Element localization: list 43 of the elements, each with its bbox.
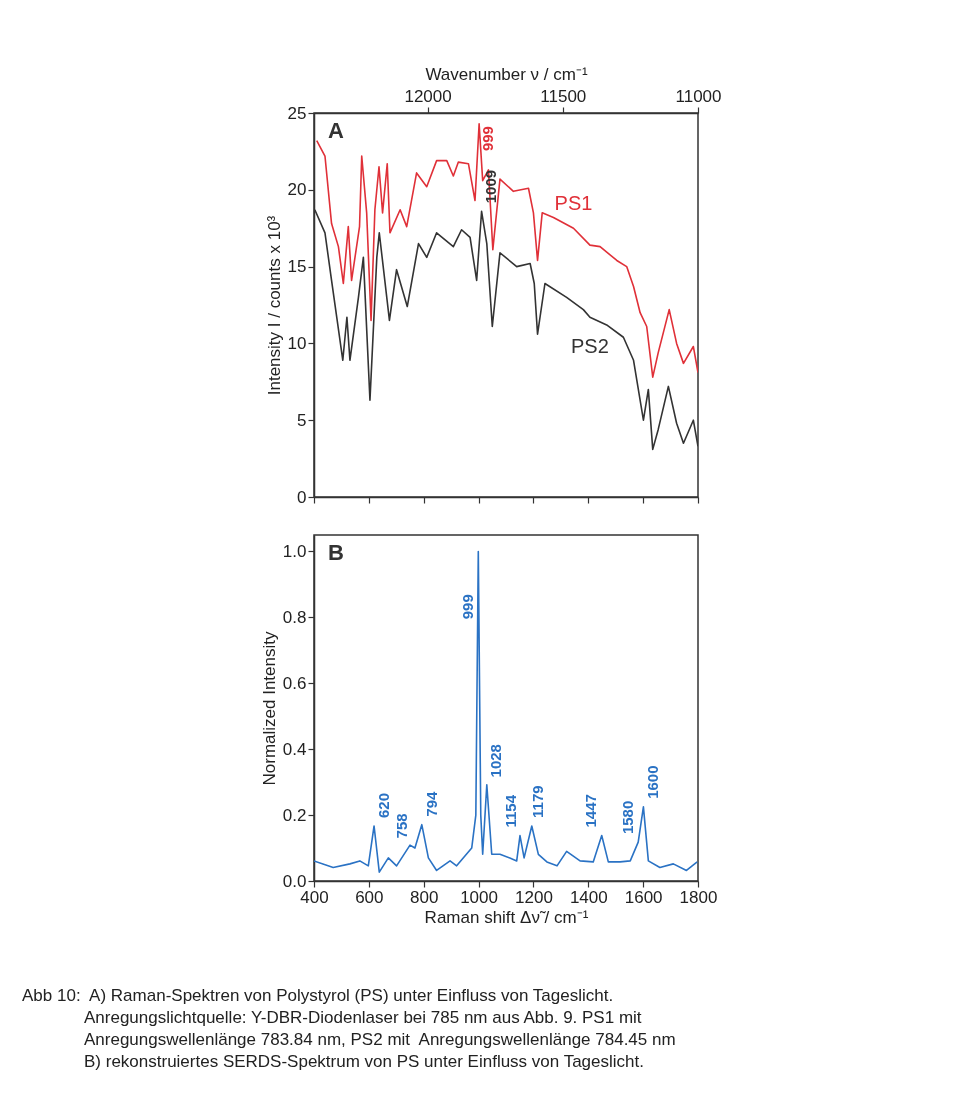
annotation: 1154: [501, 794, 519, 828]
annotation: A: [328, 118, 344, 143]
x-tick-label: 1000: [460, 887, 498, 907]
y-tick-label: 0.8: [282, 607, 307, 627]
y-tick-label: 5: [297, 410, 307, 430]
y-tick-label: 0.4: [282, 739, 307, 759]
annotation: 999: [459, 594, 477, 620]
caption: Abb 10: A) Raman-Spektren von Polystyrol (PS) unter Einfluss von Tageslicht. Anregungslichtquelle: Y-DBR-Diodenlaser bei 785 nm aus Abb. 9. PS1 mit Anregungswellenlänge 783.84 nm, PS2 mit Anregungswellenlänge 784.45 nm B) rekonstruiertes SERDS-Spektrum von PS unter Einfluss von Tageslicht.: [22, 985, 677, 1073]
series-label: PS1: [554, 192, 593, 215]
annotation: 1009: [482, 169, 500, 204]
y-tick-label: 1.0: [282, 541, 307, 561]
series-label: PS2: [571, 335, 609, 358]
annotation: 1600: [644, 765, 662, 799]
x-tick-label: 1400: [569, 887, 608, 907]
x-axis-title: Raman shift Δν̃ / cm⁻¹: [424, 907, 589, 927]
x2-tick-label: 11500: [540, 86, 587, 106]
line-series: [315, 122, 698, 378]
x2-tick-label: 11000: [675, 86, 722, 106]
annotation: 999: [479, 126, 497, 152]
annotation: B: [328, 540, 344, 565]
y-tick-label: 10: [287, 333, 307, 353]
y-tick-label: 25: [287, 103, 307, 123]
y-tick-label: 0: [297, 487, 307, 507]
x-tick-label: 1800: [679, 887, 718, 907]
annotation: 1028: [487, 744, 505, 778]
annotation: 794: [423, 790, 441, 817]
y-tick-label: 0.6: [282, 673, 307, 693]
y-axis-title: Normalized Intensity: [259, 631, 279, 786]
x-tick-label: 800: [410, 887, 439, 907]
x-tick-label: 1200: [515, 887, 553, 907]
y-tick-label: 0.2: [282, 805, 307, 825]
annotation: 1447: [582, 794, 600, 828]
annotation: 620: [375, 792, 393, 818]
x-tick-label: 1600: [624, 887, 663, 907]
x-tick-label: 600: [355, 887, 384, 907]
x2-tick-label: 12000: [404, 86, 452, 106]
x2-axis-title: Wavenumber ν / cm⁻¹: [425, 64, 588, 84]
annotation: 1179: [528, 785, 546, 818]
y-tick-label: 20: [287, 180, 307, 200]
y-axis-title: Intensity I / counts x 10³: [264, 215, 284, 396]
y-tick-label: 15: [287, 257, 307, 277]
annotation: 1580: [618, 800, 636, 835]
annotation: 758: [393, 813, 411, 839]
